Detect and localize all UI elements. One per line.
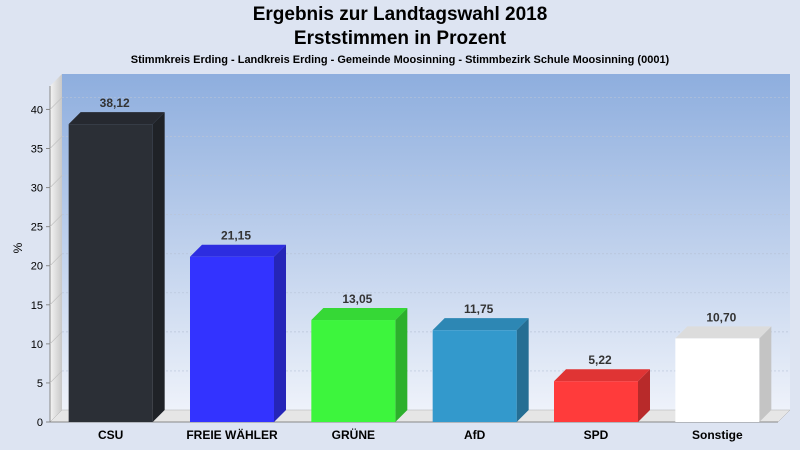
y-tick-label: 25 — [31, 222, 43, 234]
bar-front — [190, 256, 274, 422]
grid-wall-line — [49, 370, 63, 384]
bar-side — [152, 112, 165, 423]
y-tick-label: 30 — [31, 183, 43, 195]
bar-side — [516, 318, 529, 422]
bar-freie-wähler — [190, 244, 286, 422]
bar-top — [68, 112, 165, 125]
y-tick-label: 0 — [37, 417, 43, 429]
bar-grüne — [311, 308, 408, 422]
bar-top — [311, 308, 408, 321]
y-tick-label: 20 — [31, 261, 43, 273]
x-tick-label: FREIE WÄHLER — [186, 427, 278, 442]
bar-front — [675, 338, 760, 422]
plot-left-wall — [50, 74, 62, 422]
bar-side — [395, 308, 408, 422]
bar-side — [638, 369, 650, 422]
chart-caption: Stimmkreis Erding - Landkreis Erding - G… — [130, 54, 670, 66]
bar-front — [432, 330, 517, 422]
grid-wall-line — [49, 331, 63, 345]
bar-sonstige — [675, 326, 772, 422]
y-tick-label: 5 — [37, 378, 43, 390]
grid-wall-line — [49, 214, 63, 227]
data-label: 11,75 — [464, 302, 494, 316]
x-tick-label: SPD — [584, 428, 609, 442]
bar-top — [190, 244, 286, 257]
bar-side — [274, 244, 286, 422]
data-label: 38,12 — [100, 96, 130, 110]
bar-afd — [432, 318, 529, 422]
data-label: 10,70 — [706, 310, 736, 324]
y-tick-label: 40 — [31, 104, 43, 116]
bar-top — [432, 318, 529, 331]
y-tick-label: 10 — [31, 339, 43, 351]
grid-wall-line — [49, 253, 63, 266]
grid-wall-line — [49, 292, 63, 306]
data-label: 5,22 — [588, 353, 612, 367]
grid-wall-line — [49, 136, 63, 149]
bar-front — [554, 381, 638, 422]
grid-wall-line — [49, 97, 63, 110]
x-tick-label: CSU — [98, 428, 123, 442]
x-tick-label: GRÜNE — [332, 427, 375, 442]
y-tick-label: 35 — [31, 144, 43, 156]
data-label: 21,15 — [221, 229, 251, 243]
chart-title: Ergebnis zur Landtagswahl 2018 — [252, 4, 548, 25]
x-tick-label: AfD — [464, 428, 486, 442]
bar-top — [675, 326, 772, 339]
plot-background — [62, 74, 790, 410]
bar-front — [311, 320, 396, 422]
bar-csu — [68, 112, 165, 423]
y-tick-label: 15 — [31, 300, 43, 312]
x-tick-label: Sonstige — [692, 428, 743, 442]
bar-top — [554, 369, 650, 382]
bar-spd — [554, 369, 650, 422]
y-axis-label: % — [11, 242, 25, 253]
bar-side — [759, 326, 772, 422]
data-label: 13,05 — [342, 292, 372, 306]
chart-subtitle: Erststimmen in Prozent — [293, 28, 507, 49]
grid-wall-line — [49, 175, 63, 188]
bar-front — [68, 124, 153, 423]
